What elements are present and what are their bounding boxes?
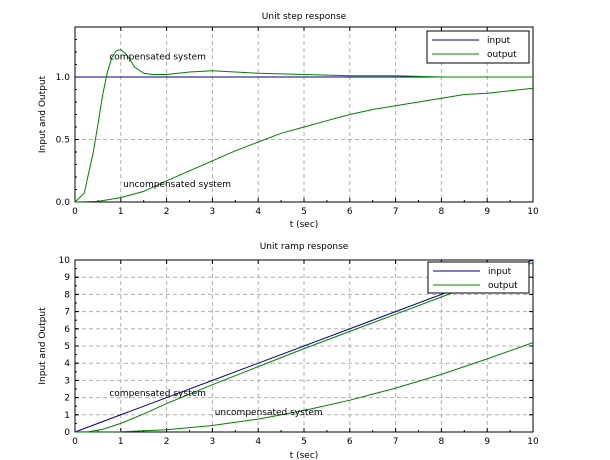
chart-title: Unit step response (262, 12, 347, 22)
y-tick-label: 9 (64, 273, 70, 283)
x-tick-label: 1 (118, 437, 124, 447)
x-tick-label: 5 (301, 437, 307, 447)
x-tick-label: 1 (118, 207, 124, 217)
y-tick-label: 8 (64, 290, 70, 300)
annotation: uncompensated system (215, 408, 323, 418)
x-tick-label: 0 (72, 207, 78, 217)
y-tick-label: 1 (64, 411, 70, 421)
x-tick-label: 8 (439, 207, 445, 217)
legend-label: output (487, 50, 517, 60)
x-tick-label: 2 (164, 207, 170, 217)
x-tick-label: 4 (255, 437, 261, 447)
x-tick-label: 10 (527, 207, 539, 217)
x-tick-label: 8 (439, 437, 445, 447)
annotation: uncompensated system (123, 180, 231, 190)
x-tick-label: 3 (210, 437, 216, 447)
legend-box (426, 30, 530, 64)
x-tick-label: 0 (72, 437, 78, 447)
x-tick-label: 7 (393, 437, 399, 447)
x-tick-label: 2 (164, 437, 170, 447)
y-tick-label: 0.0 (56, 198, 71, 208)
x-tick-label: 4 (255, 207, 261, 217)
y-tick-label: 10 (59, 256, 71, 266)
series-line-output-2 (74, 342, 534, 433)
legend-label: input (487, 36, 511, 46)
x-tick-label: 6 (347, 207, 353, 217)
ramp-response-panel: 0 1 2 3 4 5 6 7 8 9 10 0 1 2 3 4 5 6 7 8 9 10 t (sec) Input and… (38, 242, 539, 460)
y-axis-label: Input and Output (38, 75, 48, 153)
step-response-panel: 0 1 2 3 4 5 6 7 8 9 10 0.0 0.5 1.0 t (sec) Input and Ou… (38, 12, 539, 230)
annotation: compensated system (109, 53, 206, 63)
x-tick-label: 9 (484, 207, 490, 217)
x-tick-label: 5 (301, 207, 307, 217)
series-line-output-1 (74, 262, 534, 433)
y-tick-label: 3 (64, 376, 70, 386)
x-tick-label: 7 (393, 207, 399, 217)
legend-label: output (488, 281, 518, 291)
y-tick-label: 2 (64, 394, 70, 404)
y-tick-label: 5 (64, 342, 70, 352)
y-tick-label: 7 (64, 308, 70, 318)
y-axis-label: Input and Output (38, 307, 48, 385)
series-line-output-1 (74, 48, 533, 203)
chart-title: Unit ramp response (260, 242, 349, 252)
x-axis-label: t (sec) (290, 451, 319, 460)
y-tick-label: 4 (64, 359, 70, 369)
x-tick-label: 9 (484, 437, 490, 447)
x-tick-label: 10 (527, 437, 539, 447)
series-line-output-2 (74, 87, 534, 203)
x-tick-label: 6 (347, 437, 353, 447)
y-tick-label: 1.0 (56, 73, 71, 83)
legend-label: input (488, 267, 512, 277)
y-tick-label: 6 (64, 325, 70, 335)
annotation: compensated system (109, 389, 206, 399)
y-tick-label: 0 (64, 428, 70, 438)
x-axis-label: t (sec) (290, 220, 319, 230)
legend-box (427, 261, 530, 294)
y-tick-label: 0.5 (56, 136, 70, 146)
x-tick-label: 3 (210, 207, 216, 217)
